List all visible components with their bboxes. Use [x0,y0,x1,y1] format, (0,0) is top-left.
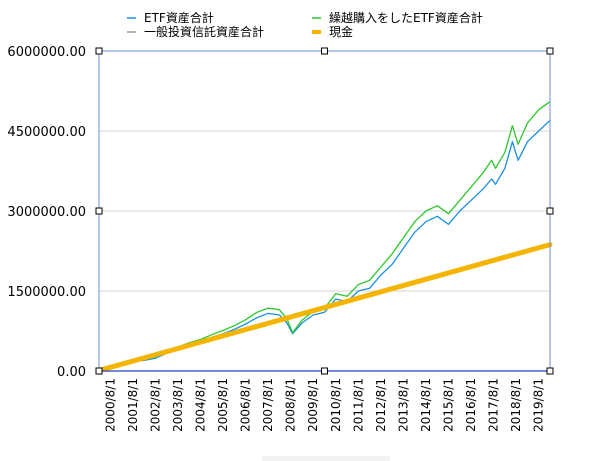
x-axis-ticks: 2000/8/1 2001/8/1 2002/8/1 2003/8/1 2004/8/1… [103,378,545,432]
legend-label: 現金 [329,24,353,39]
x-tick-label: 2001/8/1 [126,378,140,432]
x-tick-label: 2011/8/1 [351,378,365,432]
legend-label: ETF資産合計 [144,10,214,25]
y-tick-label: 3000000.00 [7,205,86,220]
x-tick-label: 2004/8/1 [193,378,207,432]
scroll-indicator [262,456,390,461]
x-tick-label: 2013/8/1 [396,378,410,432]
x-tick-label: 2012/8/1 [374,378,388,432]
resize-handle[interactable] [546,47,554,55]
selection-handles[interactable] [95,47,554,375]
x-tick-label: 2018/8/1 [509,378,523,432]
resize-handle[interactable] [546,367,554,375]
y-tick-label: 1500000.00 [7,285,86,300]
legend-label: 一般投資信託資産合計 [144,24,264,39]
x-tick-label: 2010/8/1 [329,378,343,432]
series-line [96,242,553,373]
x-tick-label: 2006/8/1 [239,378,253,432]
y-tick-label: 6000000.00 [7,45,86,60]
resize-handle[interactable] [95,207,103,215]
x-tick-label: 2009/8/1 [306,378,320,432]
y-tick-label: 4500000.00 [7,125,86,140]
resize-handle[interactable] [321,367,328,375]
x-tick-label: 2000/8/1 [103,378,117,432]
x-tick-label: 2015/8/1 [442,378,456,432]
x-tick-label: 2019/8/1 [532,378,546,432]
x-tick-label: 2007/8/1 [261,378,275,432]
grid-lines [99,50,550,372]
resize-handle[interactable] [321,47,328,55]
resize-handle[interactable] [95,367,103,375]
x-tick-label: 2002/8/1 [148,378,162,432]
y-tick-label: 0.00 [57,365,86,380]
x-tick-label: 2016/8/1 [464,378,478,432]
x-tick-label: 2003/8/1 [171,378,185,432]
x-tick-label: 2014/8/1 [419,378,433,432]
x-tick-label: 2005/8/1 [216,378,230,432]
legend-label: 繰越購入をしたETF資産合計 [329,10,483,25]
y-axis-ticks: 0.00 1500000.00 3000000.00 4500000.00 600000… [7,45,86,380]
resize-handle[interactable] [546,207,554,215]
x-tick-label: 2008/8/1 [284,378,298,432]
resize-handle[interactable] [95,47,103,55]
series-line [98,119,551,372]
series-lines [96,101,553,373]
series-line [98,101,551,372]
x-tick-label: 2017/8/1 [487,378,501,432]
